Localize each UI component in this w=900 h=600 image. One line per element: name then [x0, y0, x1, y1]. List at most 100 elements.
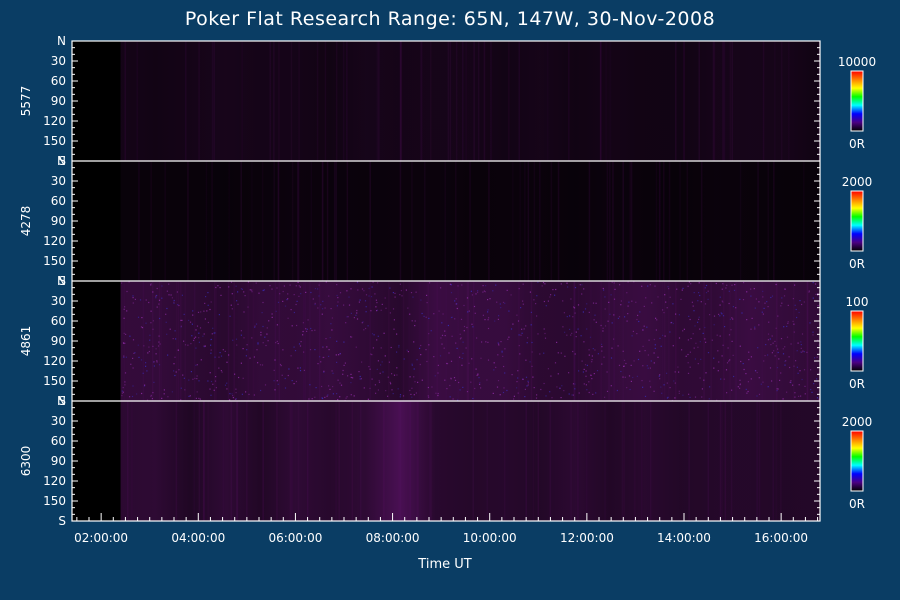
panel-speckle [290, 355, 292, 357]
panel-streak [289, 401, 292, 521]
panel-speckle [795, 360, 797, 362]
panel-speckle [196, 364, 198, 366]
panel-speckle [717, 350, 719, 352]
panel-streak [383, 401, 385, 521]
panel-speckle [545, 395, 547, 397]
panel-speckle [328, 349, 330, 351]
panel-speckle [151, 398, 153, 400]
panel-streak [688, 401, 690, 521]
panel-speckle [429, 282, 431, 284]
panel-speckle [476, 337, 478, 339]
panel-speckle [359, 299, 361, 301]
panel-speckle [166, 290, 168, 292]
panel-speckle [705, 372, 707, 374]
panel-speckle [189, 321, 192, 323]
panel-speckle [353, 395, 355, 397]
panel-streak [278, 41, 280, 161]
panel-speckle [441, 322, 443, 324]
panel-speckle [666, 397, 668, 399]
panel-speckle [456, 347, 458, 349]
panel-speckle [467, 311, 469, 313]
panel-speckle [426, 294, 428, 296]
panel-speckle [794, 396, 796, 398]
panel-streak [142, 281, 145, 401]
panel-speckle [452, 398, 454, 400]
panel-speckle [150, 322, 152, 324]
colorbar-max-label: 100 [846, 295, 869, 309]
panel-speckle [804, 385, 806, 387]
panel-speckle [189, 395, 191, 397]
panel-streak [124, 41, 126, 161]
panel-speckle [654, 344, 656, 346]
panel-streak [739, 161, 742, 281]
panel-streak [175, 401, 178, 521]
panel-speckle [293, 294, 295, 296]
panel-speckle [520, 334, 522, 336]
panel-speckle [480, 357, 482, 359]
panel-speckle [253, 394, 255, 396]
panel-speckle [420, 299, 422, 301]
panel-speckle [763, 360, 765, 362]
panel-speckle [739, 387, 741, 389]
panel-speckle [365, 327, 367, 330]
panel-speckle [343, 341, 345, 343]
panel-speckle [224, 350, 226, 352]
panel-speckle [382, 371, 384, 373]
panel-speckle [284, 377, 286, 380]
panel-speckle [192, 378, 194, 380]
panel-speckle [332, 386, 334, 388]
panel-speckle [356, 309, 358, 312]
panel-speckle [695, 342, 697, 344]
panel-speckle [358, 301, 360, 303]
panel-speckle [121, 282, 123, 284]
panel-speckle [499, 303, 501, 305]
panel-speckle [376, 310, 378, 312]
panel-speckle [414, 325, 416, 327]
panel-speckle [236, 300, 238, 302]
panel-streak [291, 401, 293, 521]
panel-speckle [608, 301, 610, 303]
panel-speckle [556, 386, 558, 388]
panel-speckle [377, 282, 379, 284]
panel-speckle [750, 378, 752, 380]
panel-speckle [217, 285, 219, 287]
panel-streak [359, 401, 362, 521]
panel-speckle [581, 360, 583, 362]
panel-speckle [192, 314, 194, 316]
panel-speckle [644, 395, 647, 397]
panel-speckle [450, 360, 453, 362]
panel-speckle [530, 324, 532, 326]
panel-speckle [277, 383, 279, 385]
panel-speckle [664, 294, 666, 296]
panel-speckle [631, 335, 633, 337]
panel-speckle [339, 292, 342, 294]
panel-speckle [591, 378, 593, 380]
panel-speckle [326, 395, 328, 397]
panel-speckle [601, 350, 603, 352]
panel-speckle [778, 358, 780, 360]
panel-speckle [396, 333, 398, 335]
panel-speckle [166, 333, 168, 335]
panel-speckle [487, 309, 489, 311]
panel-speckle [518, 288, 520, 290]
panel-speckle [259, 364, 262, 366]
panel-speckle [643, 305, 645, 307]
panel-speckle [502, 355, 504, 357]
panel-speckle [635, 301, 637, 303]
panel-speckle [369, 368, 371, 370]
panel-speckle [677, 366, 679, 368]
panel-streak [775, 401, 777, 521]
panel-speckle [412, 296, 414, 298]
panel-speckle [240, 288, 242, 290]
panel-speckle [322, 397, 324, 400]
panel-speckle [440, 337, 442, 339]
panel-speckle [521, 328, 523, 330]
panel-speckle [235, 398, 237, 400]
panel-speckle [149, 334, 151, 336]
panel-speckle [646, 326, 648, 328]
colorbar-max-label: 10000 [838, 55, 876, 69]
panel-speckle [448, 352, 450, 354]
panel-speckle [731, 284, 733, 286]
panel-streak [730, 401, 733, 521]
panel-speckle [428, 344, 430, 346]
